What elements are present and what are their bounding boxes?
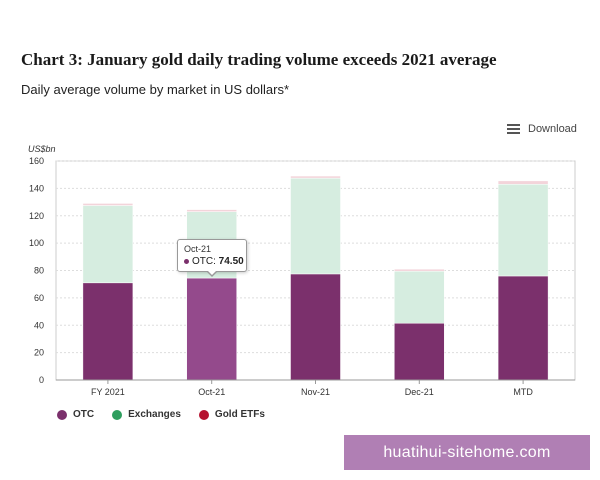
bar-otc-oct-21[interactable] <box>186 277 237 381</box>
chart-legend: OTC Exchanges Gold ETFs <box>57 409 265 420</box>
bar-exchanges-mtd[interactable] <box>497 184 549 277</box>
bar-otc-nov-21[interactable] <box>290 273 341 381</box>
legend-dot-exchanges <box>112 409 123 420</box>
y-tick-label: 160 <box>29 156 44 166</box>
y-tick-label: 140 <box>29 183 44 193</box>
tooltip-value: 74.50 <box>218 256 244 267</box>
x-tick-label: FY 2021 <box>91 387 125 397</box>
y-tick-label: 60 <box>34 293 44 303</box>
bar-gold-etfs-oct-21[interactable] <box>186 209 237 212</box>
bar-gold-etfs-dec-21[interactable] <box>394 268 445 272</box>
y-tick-label: 0 <box>39 375 44 385</box>
bar-otc-mtd[interactable] <box>497 275 549 381</box>
bar-exchanges-dec-21[interactable] <box>394 270 445 324</box>
y-tick-label: 80 <box>34 266 44 276</box>
legend-item-exchanges[interactable]: Exchanges <box>112 409 181 420</box>
bar-gold-etfs-mtd[interactable] <box>497 180 549 185</box>
x-tick-label: Nov-21 <box>301 387 330 397</box>
download-button[interactable]: Download <box>507 122 577 136</box>
bar-otc-fy-2021[interactable] <box>82 282 134 381</box>
tooltip-arrow-inner <box>207 270 217 275</box>
x-tick-label: Oct-21 <box>198 387 225 397</box>
bar-otc-dec-21[interactable] <box>394 322 445 381</box>
chart-tooltip: Oct-21 OTC: 74.50 <box>177 239 247 272</box>
x-tick-label: Dec-21 <box>405 387 434 397</box>
legend-item-otc[interactable]: OTC <box>57 409 94 420</box>
hamburger-menu-icon <box>507 122 520 136</box>
legend-item-gold-etfs[interactable]: Gold ETFs <box>198 409 265 420</box>
y-tick-label: 20 <box>34 348 44 358</box>
legend-dot-otc <box>57 409 67 420</box>
tooltip-category: Oct-21 <box>184 244 212 254</box>
legend-label-gold-etfs: Gold ETFs <box>214 409 265 420</box>
y-tick-label: 100 <box>29 238 44 248</box>
bar-gold-etfs-fy-2021[interactable] <box>82 203 134 206</box>
legend-label-otc: OTC <box>73 409 95 420</box>
legend-dot-gold-etfs <box>198 409 209 420</box>
tooltip-series: OTC: <box>192 256 216 267</box>
legend-label-exchanges: Exchanges <box>128 409 181 420</box>
chart-subtitle: Daily average volume by market in US dol… <box>21 82 290 97</box>
bar-exchanges-nov-21[interactable] <box>290 177 341 275</box>
chart-title: Chart 3: January gold daily trading volu… <box>21 50 497 69</box>
y-axis-label: US$bn <box>28 144 56 154</box>
bar-exchanges-fy-2021[interactable] <box>82 205 134 284</box>
y-tick-label: 40 <box>34 320 44 330</box>
y-tick-label: 120 <box>29 211 44 221</box>
x-tick-label: MTD <box>513 387 533 397</box>
tooltip-series-dot <box>184 258 189 264</box>
download-label: Download <box>528 123 577 135</box>
bar-gold-etfs-nov-21[interactable] <box>290 175 341 179</box>
watermark: huatihui-sitehome.com <box>344 435 590 470</box>
